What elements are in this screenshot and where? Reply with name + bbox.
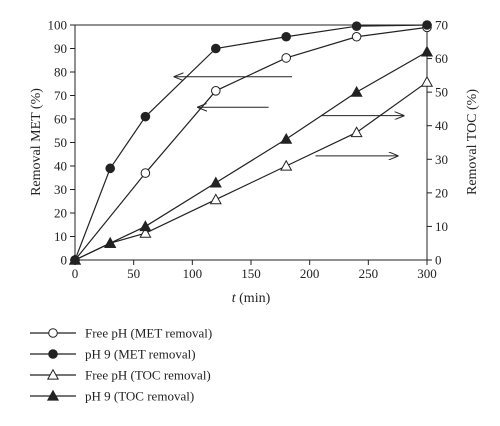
legend-item: Free pH (MET removal) [30,326,212,341]
y-left-tick-label: 80 [54,65,67,80]
x-tick-label: 150 [241,266,261,281]
y-right-tick-label: 10 [435,219,448,234]
series-line [74,26,428,261]
x-axis-label-variable: t [232,291,237,306]
series-2 [70,20,432,265]
y-left-tick-label: 20 [54,206,67,221]
data-point [420,45,434,57]
legend-item: Free pH (TOC removal) [30,368,211,383]
y-axis-left-label: Removal MET (%) [29,88,44,196]
x-tick-label: 50 [127,266,140,281]
y-left-tick-label: 0 [61,253,68,268]
data-point [280,132,293,144]
data-point [139,226,152,238]
series-4 [68,45,434,265]
x-tick-label: 300 [417,266,437,281]
legend-item: pH 9 (TOC removal) [30,389,194,404]
y-left-tick-label: 50 [54,135,67,150]
y-left-tick-label: 100 [48,18,68,33]
y-left-tick-label: 40 [54,159,67,174]
data-point [351,21,362,31]
y-left-tick-label: 90 [54,41,67,56]
y-right-tick-label: 70 [435,18,448,33]
y-left-tick-label: 60 [54,112,67,127]
data-point [211,43,221,54]
data-point [211,86,221,96]
data-point [140,168,151,178]
data-point [139,220,152,232]
x-tick-label: 250 [359,266,379,281]
data-point [350,126,363,138]
legend-swatch-marker [46,368,60,380]
data-point [140,111,151,122]
legend-label: pH 9 (TOC removal) [85,389,194,404]
x-tick-label: 200 [300,266,320,281]
y-left-tick-label: 10 [54,229,67,244]
data-point [281,31,292,42]
data-point [280,159,293,171]
y-left-tick-label: 70 [54,88,67,103]
series-line [74,24,428,261]
data-point [68,253,82,265]
series-1 [70,22,432,265]
series-line [74,81,428,261]
axis-ticks: 0 50 100 150 200 250 3000102030405060708090100… [48,18,449,282]
y-left-tick-label: 30 [54,182,67,197]
data-point [104,236,117,248]
data-point [209,176,222,188]
y-right-tick-label: 60 [435,51,448,66]
x-axis-label-unit: (min) [236,291,271,306]
y-right-tick-label: 30 [435,152,448,167]
y-right-tick-label: 50 [435,85,448,100]
y-axis-right-label: Removal TOC (%) [465,89,480,195]
legend-item: pH 9 (MET removal) [30,347,196,362]
data-point [105,163,115,174]
legend-label: Free pH (TOC removal) [85,368,211,383]
y-right-tick-label: 20 [435,185,448,200]
annotation-arrows [175,77,404,156]
data-point [420,75,434,87]
legend-label: pH 9 (MET removal) [85,347,196,362]
legend-label: Free pH (MET removal) [85,326,212,341]
legend: Free pH (MET removal) pH 9 (MET removal) F… [30,326,212,404]
legend-swatch-marker [48,328,58,338]
data-point [422,20,432,30]
legend-swatch-marker [48,349,58,359]
legend-swatch-marker [46,389,60,401]
data-series [68,20,434,265]
data-point [209,193,222,205]
data-point [350,85,363,97]
x-tick-label: 100 [183,266,203,281]
x-axis-label: t (min) [232,291,271,306]
data-point [281,53,292,63]
data-point [351,31,362,42]
y-right-tick-label: 40 [435,118,448,133]
x-tick-label: 0 [72,266,79,281]
y-right-tick-label: 0 [435,253,442,268]
